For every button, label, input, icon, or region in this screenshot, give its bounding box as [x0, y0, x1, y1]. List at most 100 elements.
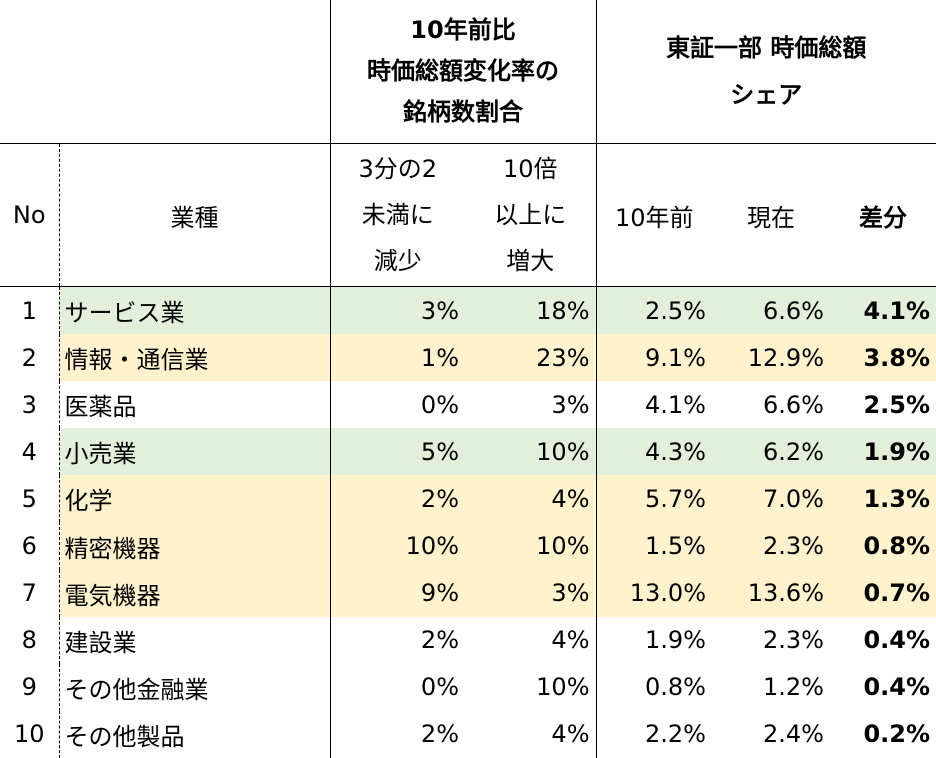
- row-share-current: 6.6%: [712, 286, 830, 335]
- header-increase-line1: 10倍: [502, 155, 558, 183]
- row-increase-ratio: 4%: [465, 475, 597, 523]
- row-number: 2: [0, 334, 60, 382]
- row-share-ten-years-ago: 1.9%: [645, 626, 706, 655]
- row-increase-ratio: 4%: [465, 616, 597, 664]
- header-blank-cell: [0, 0, 331, 144]
- row-increase-ratio: 3%: [465, 569, 597, 617]
- row-share-ten-years-ago: 5.7%: [596, 475, 712, 523]
- row-decrease-ratio: 2%: [330, 475, 465, 523]
- header-decrease: 3分の2 未満に 減少: [330, 143, 465, 287]
- row-industry: サービス業: [59, 286, 331, 335]
- row-share-current: 2.3%: [763, 626, 824, 655]
- row-number: 5: [0, 475, 60, 523]
- row-decrease-ratio: 10%: [330, 522, 465, 570]
- row-share-difference: 0.7%: [830, 569, 936, 617]
- row-increase-ratio: 4%: [465, 710, 597, 758]
- row-share-current: 2.3%: [712, 522, 830, 570]
- header-industry: 業種: [59, 143, 331, 287]
- row-number: 7: [0, 569, 60, 617]
- row-decrease-ratio: 1%: [330, 334, 465, 382]
- row-share-difference: 3.8%: [830, 334, 936, 382]
- row-share-difference: 1.9%: [830, 428, 936, 476]
- row-number: 1: [0, 286, 60, 335]
- row-decrease-ratio: 2%: [420, 626, 459, 655]
- header-group-change-ratio: 10年前比 時価総額変化率の 銘柄数割合: [330, 0, 597, 144]
- row-number: 8: [0, 616, 60, 664]
- row-decrease-ratio: 0%: [420, 673, 459, 702]
- row-share-current: 7.0%: [712, 475, 830, 523]
- row-share-ten-years-ago: 2.2%: [645, 720, 706, 749]
- table-row: 3 医薬品 0% 3% 4.1% 6.6% 2.5%: [0, 381, 936, 429]
- table-row: 9 その他金融業 0% 10% 0.8% 1.2% 0.4%: [0, 663, 936, 711]
- header-no: No: [0, 143, 60, 287]
- row-share-difference: 2.5%: [863, 390, 930, 419]
- table-row: 6 精密機器 10% 10% 1.5% 2.3% 0.8%: [0, 522, 936, 570]
- row-share-ten-years-ago: 2.5%: [596, 286, 712, 335]
- row-share-difference: 4.1%: [830, 286, 936, 335]
- header-group-market-share-line2: シェア: [730, 80, 803, 109]
- row-industry: 電気機器: [59, 569, 331, 617]
- row-number: 9: [0, 663, 60, 711]
- row-share-current: 1.2%: [763, 673, 824, 702]
- row-increase-ratio: 18%: [465, 286, 597, 335]
- row-decrease-ratio: 0%: [420, 390, 459, 419]
- row-share-current: 13.6%: [712, 569, 830, 617]
- row-number: 6: [0, 522, 60, 570]
- row-industry: 化学: [59, 475, 331, 523]
- header-increase-line3: 増大: [506, 247, 555, 275]
- row-share-ten-years-ago: 4.1%: [645, 390, 706, 419]
- header-difference: 差分: [830, 143, 936, 287]
- header-group-market-share-line1: 東証一部 時価総額: [666, 33, 867, 62]
- row-industry: 建設業: [59, 616, 331, 664]
- row-share-difference: 0.4%: [863, 673, 930, 702]
- row-share-ten-years-ago: 13.0%: [596, 569, 712, 617]
- row-increase-ratio: 23%: [465, 334, 597, 382]
- row-industry: 医薬品: [59, 381, 331, 429]
- row-industry: その他製品: [59, 710, 331, 758]
- row-share-ten-years-ago: 1.5%: [596, 522, 712, 570]
- header-current: 現在: [712, 143, 830, 287]
- row-decrease-ratio: 9%: [330, 569, 465, 617]
- row-increase-ratio: 10%: [465, 522, 597, 570]
- row-increase-ratio: 10%: [465, 428, 597, 476]
- row-number: 10: [0, 710, 60, 758]
- row-share-current: 6.2%: [712, 428, 830, 476]
- header-group-change-ratio-line2: 時価総額変化率の: [367, 57, 559, 85]
- row-share-ten-years-ago: 9.1%: [596, 334, 712, 382]
- row-share-difference: 1.3%: [830, 475, 936, 523]
- header-row-columns: No 業種 3分の2 未満に 減少 10倍 以上に 増大 10年前 現在 差分: [0, 143, 936, 287]
- header-ten-years-ago: 10年前: [596, 143, 712, 287]
- table-row: 8 建設業 2% 4% 1.9% 2.3% 0.4%: [0, 616, 936, 664]
- row-industry: 精密機器: [59, 522, 331, 570]
- row-share-current: 6.6%: [763, 390, 824, 419]
- header-row-groups: 10年前比 時価総額変化率の 銘柄数割合 東証一部 時価総額 シェア: [0, 0, 936, 144]
- row-industry: その他金融業: [59, 663, 331, 711]
- row-share-difference: 0.2%: [863, 720, 930, 749]
- table-row: 1 サービス業 3% 18% 2.5% 6.6% 4.1%: [0, 286, 936, 335]
- row-increase-ratio: 10%: [465, 663, 597, 711]
- header-decrease-line2: 未満に: [361, 201, 434, 229]
- table-row: 7 電気機器 9% 3% 13.0% 13.6% 0.7%: [0, 569, 936, 617]
- row-share-current: 2.4%: [763, 720, 824, 749]
- header-increase: 10倍 以上に 増大: [465, 143, 597, 287]
- table-row: 10 その他製品 2% 4% 2.2% 2.4% 0.2%: [0, 710, 936, 758]
- row-share-difference: 0.4%: [863, 626, 930, 655]
- header-increase-line2: 以上に: [494, 201, 567, 229]
- row-decrease-ratio: 5%: [330, 428, 465, 476]
- header-group-change-ratio-line1: 10年前比: [410, 16, 516, 44]
- header-group-change-ratio-line3: 銘柄数割合: [403, 98, 523, 126]
- header-group-market-share: 東証一部 時価総額 シェア: [596, 0, 936, 144]
- row-share-current: 12.9%: [712, 334, 830, 382]
- row-share-ten-years-ago: 4.3%: [596, 428, 712, 476]
- table-row: 4 小売業 5% 10% 4.3% 6.2% 1.9%: [0, 428, 936, 476]
- table-row: 2 情報・通信業 1% 23% 9.1% 12.9% 3.8%: [0, 334, 936, 382]
- row-decrease-ratio: 2%: [420, 720, 459, 749]
- row-share-difference: 0.8%: [830, 522, 936, 570]
- row-decrease-ratio: 3%: [330, 286, 465, 335]
- row-number: 4: [0, 428, 60, 476]
- header-decrease-line3: 減少: [373, 247, 422, 275]
- header-decrease-line1: 3分の2: [358, 155, 438, 183]
- row-industry: 小売業: [59, 428, 331, 476]
